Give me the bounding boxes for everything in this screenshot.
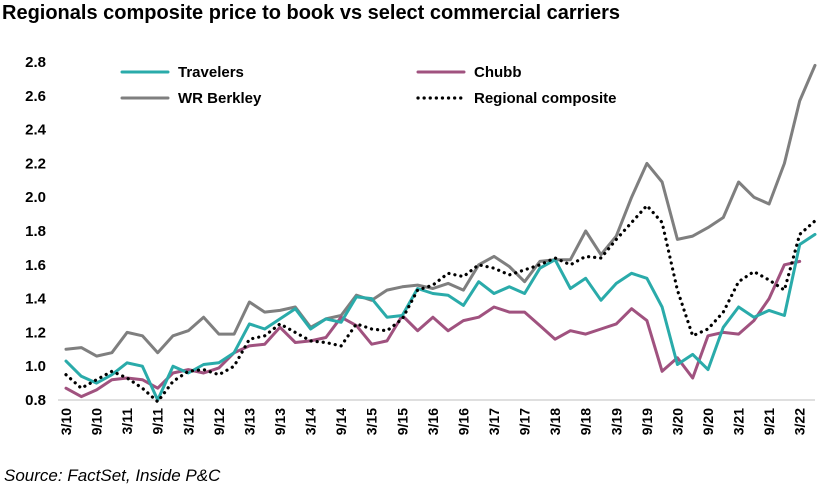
x-tick-label: 3/18 [547,408,563,435]
legend-label-travelers: Travelers [178,64,244,81]
x-tick-label: 9/21 [761,408,777,435]
y-tick-label: 1.2 [25,324,46,341]
x-tick-label: 9/13 [272,408,288,435]
x-tick-label: 3/14 [303,408,319,435]
y-tick-label: 2.4 [25,122,47,139]
x-tick-label: 3/12 [180,408,196,435]
y-tick-label: 2.0 [25,189,46,206]
y-axis: 0.8 1.0 1.2 1.4 1.6 1.8 2.0 2.2 2.4 2.6 2.8 [25,54,47,409]
y-tick-label: 0.8 [25,392,46,409]
x-tick-label: 9/10 [89,408,105,435]
series-line-travelers [64,232,817,402]
x-tick-label: 9/12 [211,408,227,435]
x-tick-label: 3/21 [731,408,747,435]
x-tick-label: 9/20 [700,408,716,435]
x-tick-label: 9/11 [150,408,166,435]
chart-title: Regionals composite price to book vs sel… [2,2,621,24]
legend-label-regional-composite: Regional composite [474,90,617,107]
x-tick-label: 3/10 [58,408,74,435]
y-tick-label: 1.6 [25,257,46,274]
x-tick-label: 3/19 [608,408,624,435]
y-tick-label: 2.2 [25,155,46,172]
legend-label-wr-berkley: WR Berkley [178,90,262,107]
x-tick-label: 9/16 [455,408,471,435]
series-line-regional-composite [64,204,817,404]
series-lines [64,63,817,404]
x-tick-label: 3/20 [669,408,685,435]
x-tick-label: 3/13 [241,408,257,435]
y-tick-label: 1.8 [25,223,46,240]
y-tick-label: 1.4 [25,291,47,308]
series-line-chubb [64,259,802,399]
y-tick-label: 2.8 [25,54,46,71]
legend-label-chubb: Chubb [474,64,521,81]
x-tick-label: 3/17 [486,408,502,435]
y-tick-label: 1.0 [25,358,46,375]
x-tick-label: 3/15 [364,408,380,435]
x-tick-label: 9/17 [517,408,533,435]
source-note: Source: FactSet, Inside P&C [4,466,221,485]
x-tick-label: 9/14 [333,408,349,435]
x-tick-label: 9/19 [639,408,655,435]
series-line-wr-berkley [64,63,817,358]
x-axis: 3/10 9/10 3/11 9/11 3/12 9/12 3/13 9/13 3/14 9/14… [58,399,815,435]
x-tick-label: 9/15 [394,408,410,435]
x-tick-label: 3/22 [792,408,808,435]
x-tick-label: 3/11 [119,408,135,435]
x-tick-label: 3/16 [425,408,441,435]
legend: Travelers Chubb WR Berkley Regional composi… [120,64,617,107]
y-tick-label: 2.6 [25,88,46,105]
x-tick-label: 9/18 [578,408,594,435]
